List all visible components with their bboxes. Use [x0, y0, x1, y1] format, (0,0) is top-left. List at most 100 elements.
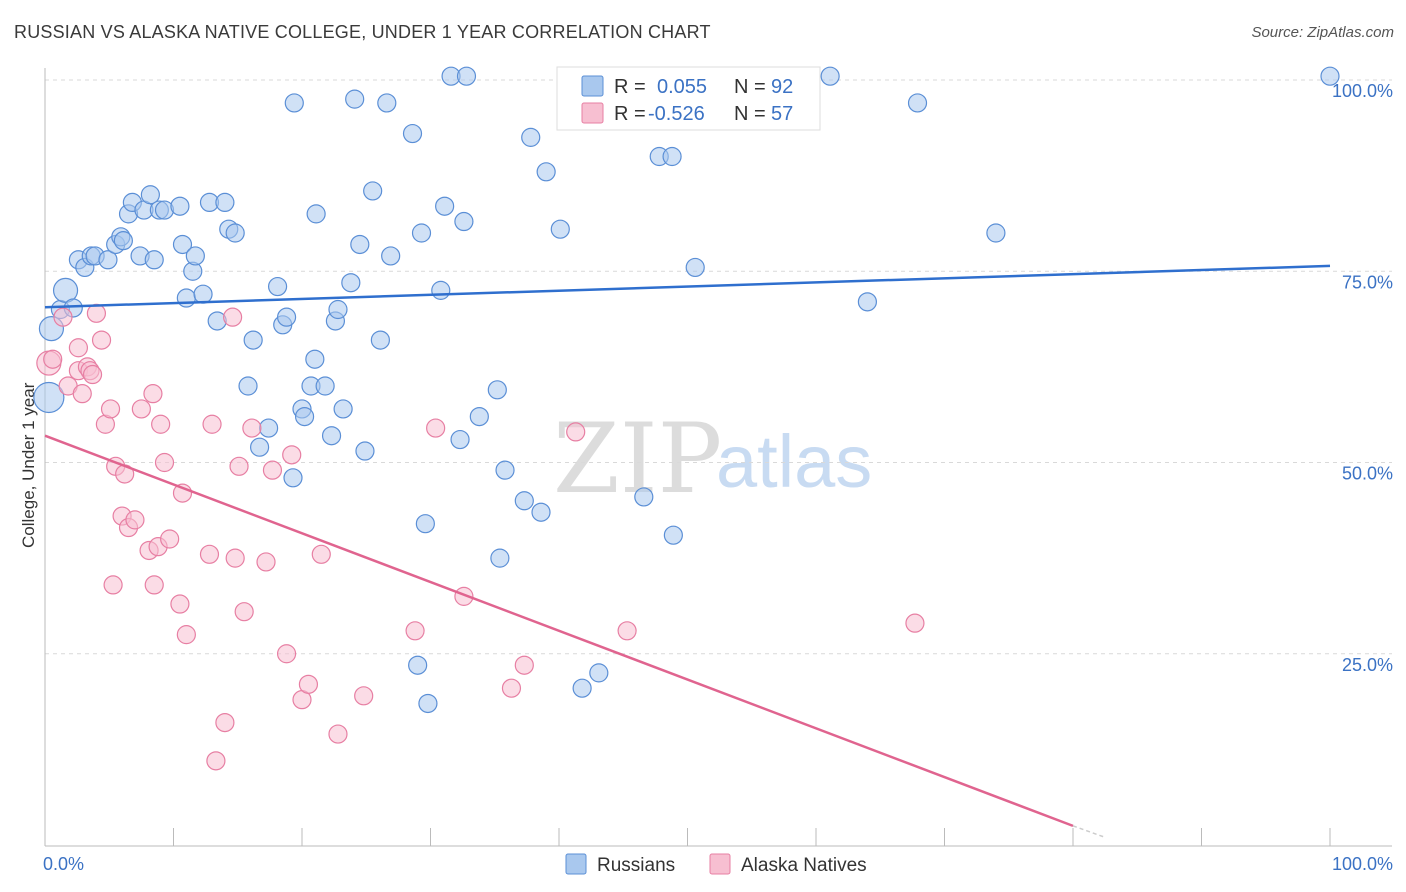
russians-point [193, 284, 213, 304]
alaska-natives-point [566, 422, 586, 442]
russians-point [284, 93, 304, 113]
alaska-natives-point [151, 414, 171, 434]
russians-point [328, 299, 348, 320]
alaska-legend-label: Alaska Natives [741, 855, 867, 876]
russians-point [521, 127, 541, 147]
russians-n-value: 92 [771, 76, 793, 98]
alaska-natives-point [202, 414, 222, 434]
russians-point [662, 146, 682, 167]
russians-point [495, 460, 515, 480]
russians-point [306, 204, 326, 224]
russians-point [418, 693, 438, 714]
russians-point [685, 257, 705, 278]
russians-point [634, 487, 654, 507]
russians-r-value: 0.055 [657, 76, 707, 98]
russians-point [225, 223, 245, 243]
russians-point [450, 429, 470, 450]
alaska-natives-point [100, 399, 121, 419]
alaska-natives-point [242, 418, 262, 438]
russians-legend-label: Russians [597, 855, 675, 876]
alaska-n-value: 57 [771, 103, 793, 125]
russians-point [415, 514, 435, 534]
alaska-natives-point [256, 552, 276, 572]
russians-point [276, 307, 297, 327]
alaska-natives-point [82, 364, 103, 385]
x-tick-label: 100.0% [1332, 854, 1393, 874]
y-tick-label: 50.0% [1342, 464, 1393, 484]
russians-point [345, 89, 365, 109]
russians-point [456, 66, 477, 86]
series-legend: Russians Alaska Natives [565, 853, 867, 876]
russians-point [986, 223, 1006, 243]
alaska-natives-point [215, 712, 235, 733]
alaska-natives-point [514, 655, 534, 675]
russians-point [857, 292, 878, 312]
y-tick-label: 25.0% [1342, 655, 1393, 675]
russians-bottom-swatch [565, 853, 587, 875]
russians-point [454, 211, 474, 232]
russians-point [907, 93, 928, 113]
alaska-natives-point [43, 349, 63, 369]
alaska-natives-point [501, 678, 522, 698]
russians-point [341, 273, 361, 293]
russians-point [377, 93, 397, 113]
alaska-natives-point [617, 621, 637, 641]
alaska-natives-point [144, 575, 164, 595]
russians-point [249, 437, 270, 457]
russians-point [185, 246, 205, 266]
alaska-natives-point [170, 594, 190, 614]
alaska-r-label: R = [614, 103, 646, 125]
russians-point [294, 407, 315, 427]
alaska-natives-point [328, 724, 348, 744]
alaska-natives-point [262, 460, 283, 480]
alaska-natives-point [160, 529, 180, 549]
russians-point [411, 223, 432, 243]
russians-points [33, 66, 1340, 714]
trend-lines [44, 264, 1331, 839]
alaska-natives-point [125, 510, 145, 530]
alaska-natives-trend-extension [1072, 825, 1106, 839]
russians-point [514, 491, 534, 511]
russians-point [490, 548, 510, 568]
russians-point [321, 426, 342, 446]
alaska-legend-swatch [581, 102, 604, 124]
watermark: ZIP atlas [553, 403, 872, 515]
y-axis-label: College, Under 1 year [19, 382, 38, 548]
alaska-natives-point [225, 548, 245, 568]
alaska-natives-point [86, 303, 107, 323]
russians-point [431, 280, 451, 300]
chart-title: RUSSIAN VS ALASKA NATIVE COLLEGE, UNDER … [14, 22, 711, 42]
russians-point [176, 288, 196, 308]
russians-trend-line [44, 264, 1331, 309]
russians-point [531, 502, 551, 522]
alaska-natives-point [103, 575, 123, 595]
alaska-natives-point [298, 674, 319, 694]
russians-point [435, 196, 455, 216]
alaska-bottom-swatch [709, 853, 731, 875]
alaska-natives-point [276, 644, 297, 664]
alaska-natives-point [154, 452, 175, 473]
russians-point [144, 250, 164, 270]
alaska-natives-points [36, 303, 925, 771]
russians-point [315, 376, 335, 396]
russians-point [820, 66, 840, 86]
russians-point [140, 185, 160, 205]
russians-n-label: N = [734, 76, 766, 98]
y-tick-label: 75.0% [1342, 272, 1393, 292]
alaska-n-label: N = [734, 103, 766, 125]
russians-point [215, 192, 235, 212]
alaska-natives-point [68, 338, 89, 358]
russians-point [487, 380, 507, 400]
gridlines [45, 79, 1392, 655]
source-credit: Source: ZipAtlas.com [1251, 24, 1394, 41]
alaska-natives-point [905, 613, 925, 633]
russians-point [589, 663, 609, 683]
alaska-natives-point [229, 456, 249, 476]
alaska-natives-point [199, 544, 220, 564]
russians-point [1320, 66, 1340, 86]
russians-point [350, 234, 370, 255]
russians-point [550, 219, 570, 239]
russians-point [98, 250, 118, 270]
alaska-natives-point [234, 602, 254, 622]
russians-point [267, 276, 288, 297]
